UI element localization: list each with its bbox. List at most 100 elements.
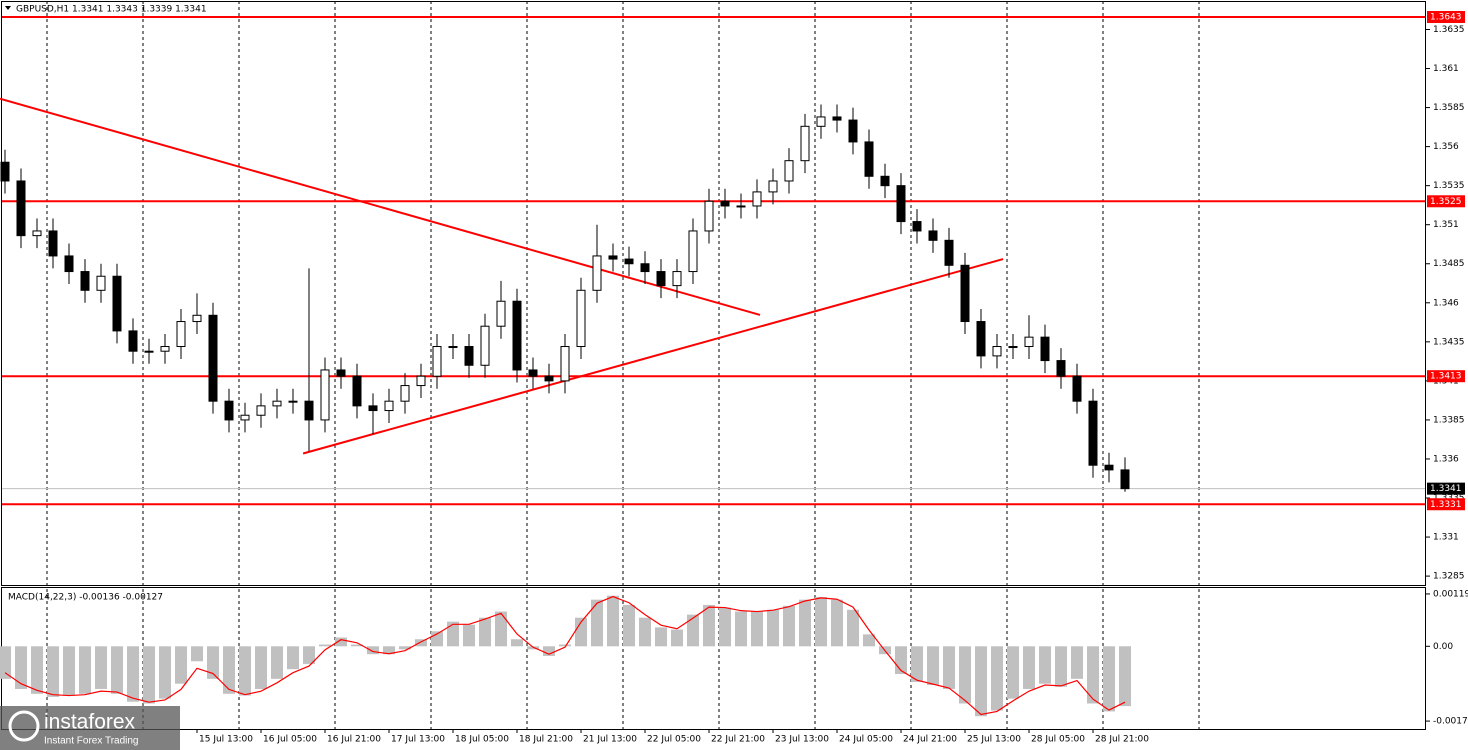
- price-panel-frame: [1, 1, 1426, 586]
- macd-y-tick-label: 0.00119: [1433, 589, 1468, 599]
- candle-body: [768, 180, 778, 193]
- macd-bar: [383, 646, 395, 655]
- candle-body: [16, 180, 26, 237]
- macd-bar: [959, 646, 971, 704]
- y-tick-label: 1.3585: [1433, 103, 1465, 113]
- macd-bar: [751, 611, 763, 647]
- candle-body: [64, 255, 74, 273]
- candle-body: [864, 141, 874, 177]
- candle-body: [272, 400, 282, 407]
- candle-body: [352, 375, 362, 407]
- y-tick-label: 1.3285: [1433, 572, 1465, 582]
- watermark-brand: instaforex: [44, 711, 136, 734]
- x-tick-label: 17 Jul 13:00: [391, 735, 445, 745]
- candle-body: [192, 314, 202, 323]
- macd-bar: [287, 646, 299, 670]
- x-tick-label: 25 Jul 13:00: [967, 735, 1021, 745]
- level-label-box: [1427, 498, 1465, 511]
- y-tick-label: 1.346: [1433, 298, 1459, 308]
- macd-bar: [271, 646, 283, 679]
- macd-bar: [415, 639, 427, 647]
- candle-body: [720, 200, 730, 207]
- macd-bar: [1071, 646, 1083, 679]
- candle-body: [560, 346, 570, 382]
- candle-body: [736, 205, 746, 208]
- macd-bar: [95, 646, 107, 689]
- trendline: [302, 258, 1004, 455]
- candle-body: [416, 375, 426, 387]
- candle-body: [800, 125, 810, 162]
- candle-body: [304, 400, 314, 421]
- candle-body: [912, 221, 922, 232]
- candle-body: [928, 230, 938, 241]
- macd-bar: [559, 644, 571, 647]
- candle-body: [784, 160, 794, 182]
- candle-body: [640, 263, 650, 273]
- candle-body: [960, 264, 970, 323]
- candle-body: [816, 116, 826, 127]
- macd-y-tick-label: -0.0017: [1433, 717, 1468, 727]
- macd-bar: [463, 624, 475, 647]
- macd-bar: [255, 646, 267, 689]
- candle-body: [432, 346, 442, 377]
- candle-body: [448, 346, 458, 349]
- macd-bar: [783, 605, 795, 647]
- macd-bar: [479, 617, 491, 647]
- candle-body: [624, 258, 634, 265]
- y-tick-label: 1.361: [1433, 64, 1459, 74]
- candle-body: [528, 369, 538, 377]
- macd-bar: [687, 614, 699, 647]
- macd-bar: [591, 599, 603, 647]
- candle-body: [400, 385, 410, 402]
- x-tick-label: 28 Jul 05:00: [1031, 735, 1085, 745]
- macd-bar: [815, 597, 827, 647]
- y-tick-label: 1.3485: [1433, 259, 1465, 269]
- macd-y-tick-label: 0.00: [1433, 642, 1453, 652]
- macd-bar: [735, 611, 747, 647]
- trendline: [0, 97, 761, 316]
- macd-bar: [495, 611, 507, 647]
- macd-bar: [127, 646, 139, 702]
- x-tick-label: 16 Jul 21:00: [327, 735, 381, 745]
- candle-body: [320, 369, 330, 421]
- x-tick-label: 18 Jul 21:00: [519, 735, 573, 745]
- macd-bar: [1055, 646, 1067, 687]
- y-tick-label: 1.3535: [1433, 181, 1465, 191]
- macd-bar: [207, 646, 219, 679]
- macd-bar: [79, 646, 91, 694]
- macd-bar: [111, 646, 123, 694]
- candle-body: [144, 350, 154, 353]
- candle-body: [1072, 375, 1082, 402]
- candle-body: [256, 405, 266, 416]
- candle-body: [160, 346, 170, 352]
- macd-bar: [607, 595, 619, 647]
- candle-body: [496, 300, 506, 327]
- y-tick-label: 1.356: [1433, 142, 1459, 152]
- candle-body: [48, 230, 58, 257]
- candle-body: [1088, 400, 1098, 466]
- candle-body: [944, 239, 954, 266]
- current-price-box: [1427, 482, 1465, 495]
- y-tick-label: 1.3435: [1433, 337, 1465, 347]
- macd-bar: [31, 646, 43, 694]
- macd-bar: [655, 627, 667, 647]
- candle-body: [656, 271, 666, 287]
- candle-body: [688, 230, 698, 273]
- candle-body: [1040, 336, 1050, 362]
- candle-body: [752, 191, 762, 207]
- watermark: instaforex Instant Forex Trading: [0, 706, 180, 750]
- macd-bar: [399, 646, 411, 650]
- macd-signal-line: [4, 595, 1126, 716]
- macd-bar: [143, 646, 155, 704]
- candle-body: [464, 346, 474, 366]
- macd-bar: [15, 646, 27, 689]
- macd-bar: [831, 599, 843, 647]
- macd-bar: [223, 646, 235, 694]
- candle-body: [384, 400, 394, 412]
- macd-bar: [863, 634, 875, 647]
- x-tick-label: 23 Jul 13:00: [775, 735, 829, 745]
- candle-body: [608, 255, 618, 260]
- candle-body: [288, 400, 298, 403]
- title-marker: [5, 6, 11, 10]
- y-tick-label: 1.351: [1433, 220, 1459, 230]
